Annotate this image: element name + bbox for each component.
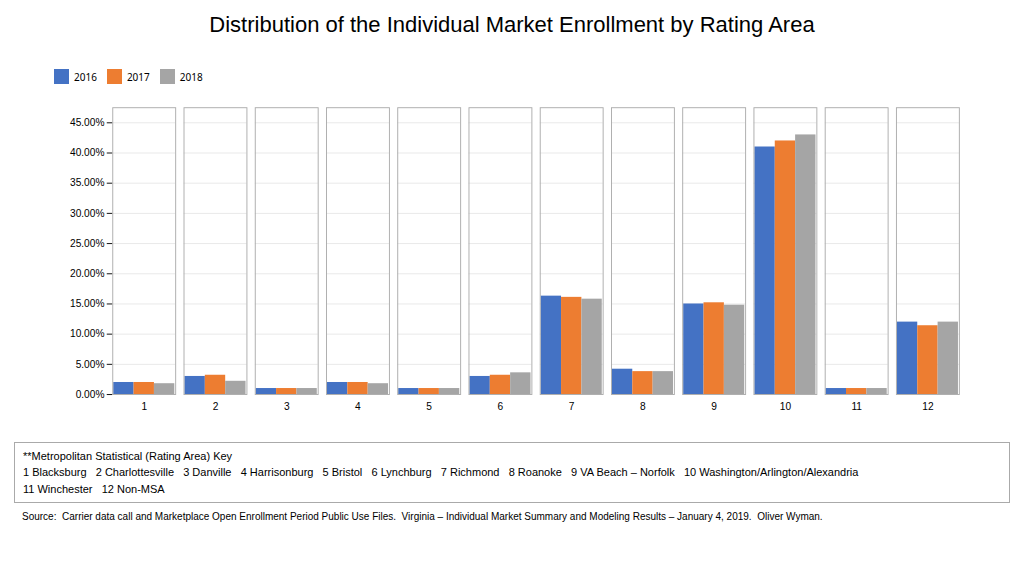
svg-text:12: 12 bbox=[922, 401, 934, 412]
svg-text:20.00%: 20.00% bbox=[70, 268, 104, 279]
svg-text:30.00%: 30.00% bbox=[70, 208, 104, 219]
svg-text:1: 1 bbox=[141, 401, 147, 412]
html-text:2017: 2017 bbox=[126, 69, 150, 84]
svg-text:35.00%: 35.00% bbox=[70, 177, 104, 188]
svg-text:9: 9 bbox=[711, 401, 717, 412]
svg-text:5: 5 bbox=[426, 401, 432, 412]
html-text:Source: Carrier data call and: Source: Carrier data call and Marketplac… bbox=[22, 511, 823, 523]
svg-text:4: 4 bbox=[355, 401, 361, 412]
svg-text:10: 10 bbox=[780, 401, 792, 412]
html-text:11 Winchester 12 Non-MSA: 11 Winchester 12 Non-MSA bbox=[23, 482, 165, 495]
svg-text:40.00%: 40.00% bbox=[70, 147, 104, 158]
svg-text:5.00%: 5.00% bbox=[76, 359, 105, 370]
html-text:Distribution of the Individual: Distribution of the Individual Market En… bbox=[209, 12, 815, 37]
svg-text:10.00%: 10.00% bbox=[70, 328, 104, 339]
svg-text:25.00%: 25.00% bbox=[70, 238, 104, 249]
html-text:2016: 2016 bbox=[74, 69, 97, 84]
svg-text:6: 6 bbox=[498, 401, 504, 412]
html-text:2018: 2018 bbox=[179, 69, 203, 84]
svg-text:0.00%: 0.00% bbox=[76, 389, 105, 400]
svg-text:8: 8 bbox=[640, 401, 646, 412]
html-text:**Metropolitan Statistical (Ra: **Metropolitan Statistical (Rating Area)… bbox=[23, 449, 233, 462]
svg-text:45.00%: 45.00% bbox=[70, 117, 104, 128]
svg-text:7: 7 bbox=[569, 401, 575, 412]
svg-text:3: 3 bbox=[284, 401, 290, 412]
svg-text:2: 2 bbox=[213, 401, 219, 412]
svg-text:15.00%: 15.00% bbox=[70, 298, 104, 309]
html-text:1 Blacksburg 2 Charlottesville: 1 Blacksburg 2 Charlottesville 3 Danvill… bbox=[23, 466, 859, 479]
svg-text:11: 11 bbox=[851, 401, 862, 412]
